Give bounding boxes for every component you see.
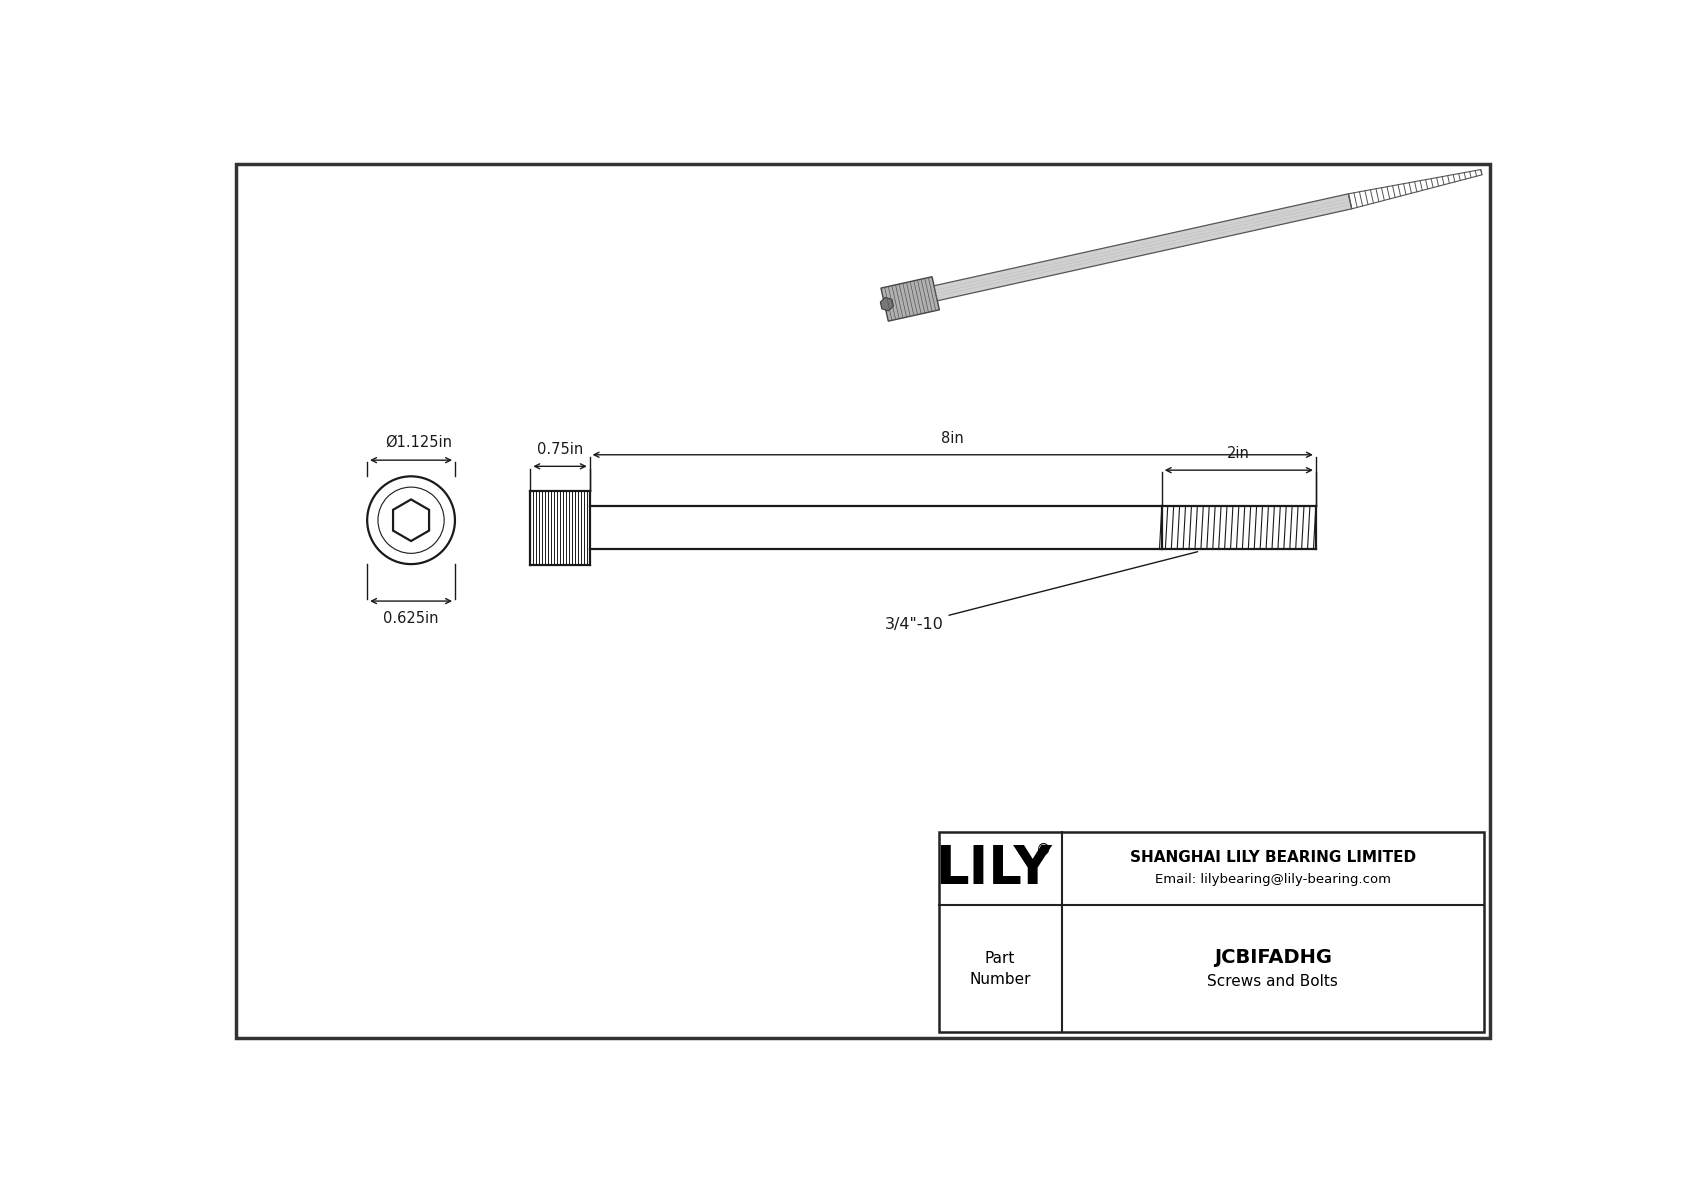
Text: 3/4"-10: 3/4"-10 <box>884 551 1197 631</box>
Text: JCBIFADHG: JCBIFADHG <box>1214 948 1332 967</box>
Bar <box>1162 506 1315 549</box>
Text: Screws and Bolts: Screws and Bolts <box>1207 973 1339 989</box>
Polygon shape <box>392 499 429 541</box>
Text: SHANGHAI LILY BEARING LIMITED: SHANGHAI LILY BEARING LIMITED <box>1130 850 1416 866</box>
Polygon shape <box>881 276 940 322</box>
Polygon shape <box>881 298 894 311</box>
Bar <box>938 833 1484 1033</box>
Text: Part
Number: Part Number <box>970 950 1031 987</box>
Text: 0.625in: 0.625in <box>384 611 440 626</box>
Polygon shape <box>935 194 1352 301</box>
Text: LILY: LILY <box>936 843 1052 894</box>
Text: ®: ® <box>1036 843 1051 858</box>
Text: 0.75in: 0.75in <box>537 442 583 457</box>
Text: Email: lilybearing@lily-bearing.com: Email: lilybearing@lily-bearing.com <box>1155 873 1391 886</box>
Text: 8in: 8in <box>941 430 965 445</box>
Text: 2in: 2in <box>1228 445 1250 461</box>
Bar <box>530 491 589 565</box>
Text: Ø1.125in: Ø1.125in <box>386 435 453 450</box>
